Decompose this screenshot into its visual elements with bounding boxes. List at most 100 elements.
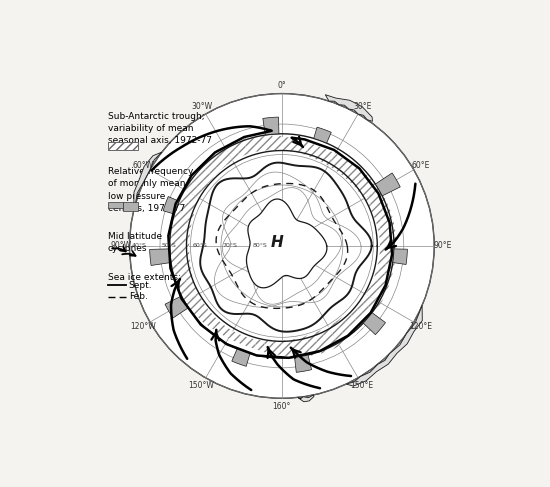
Text: 60°E: 60°E bbox=[412, 161, 430, 170]
Polygon shape bbox=[298, 395, 314, 402]
Text: 90°E: 90°E bbox=[433, 242, 452, 250]
Polygon shape bbox=[254, 339, 265, 351]
Polygon shape bbox=[172, 270, 194, 285]
Polygon shape bbox=[379, 246, 396, 256]
Text: Relative frequency
of monthly mean
low pressure
centers, 1972-77: Relative frequency of monthly mean low p… bbox=[108, 167, 193, 213]
Polygon shape bbox=[282, 340, 292, 356]
Polygon shape bbox=[365, 286, 386, 303]
Polygon shape bbox=[245, 337, 257, 349]
Polygon shape bbox=[342, 163, 359, 180]
Polygon shape bbox=[360, 294, 381, 312]
Polygon shape bbox=[393, 249, 408, 264]
Polygon shape bbox=[290, 139, 300, 152]
Polygon shape bbox=[328, 322, 348, 346]
Polygon shape bbox=[355, 300, 376, 320]
Text: Feb.: Feb. bbox=[129, 292, 148, 301]
Polygon shape bbox=[197, 309, 213, 324]
Polygon shape bbox=[272, 341, 282, 355]
Polygon shape bbox=[169, 216, 192, 230]
Polygon shape bbox=[216, 146, 233, 166]
Polygon shape bbox=[185, 294, 203, 310]
Polygon shape bbox=[379, 236, 396, 246]
Text: 0°: 0° bbox=[278, 81, 286, 90]
Text: 50°S: 50°S bbox=[162, 244, 177, 248]
Polygon shape bbox=[314, 330, 331, 354]
Text: 40°S: 40°S bbox=[131, 244, 146, 248]
Text: Sept.: Sept. bbox=[129, 281, 152, 290]
Polygon shape bbox=[168, 246, 189, 256]
Polygon shape bbox=[188, 172, 208, 191]
Polygon shape bbox=[183, 180, 204, 198]
Text: 90°W: 90°W bbox=[111, 242, 132, 250]
Polygon shape bbox=[263, 340, 273, 353]
Circle shape bbox=[130, 94, 434, 398]
Polygon shape bbox=[306, 143, 318, 158]
Polygon shape bbox=[168, 254, 190, 266]
Polygon shape bbox=[224, 141, 240, 161]
Polygon shape bbox=[178, 189, 200, 206]
Polygon shape bbox=[346, 305, 422, 386]
Polygon shape bbox=[150, 249, 171, 265]
Polygon shape bbox=[321, 326, 339, 351]
Polygon shape bbox=[376, 173, 400, 196]
Polygon shape bbox=[373, 271, 392, 285]
Polygon shape bbox=[359, 182, 379, 199]
Polygon shape bbox=[163, 197, 179, 214]
Polygon shape bbox=[205, 315, 219, 329]
Text: Mid latitude
cyclones: Mid latitude cyclones bbox=[108, 231, 162, 253]
Polygon shape bbox=[378, 255, 395, 266]
Text: 80°S: 80°S bbox=[253, 244, 268, 248]
Polygon shape bbox=[243, 136, 256, 154]
Polygon shape bbox=[169, 262, 191, 276]
Text: 150°W: 150°W bbox=[189, 381, 214, 390]
Text: 120°W: 120°W bbox=[130, 322, 156, 331]
Polygon shape bbox=[194, 164, 213, 184]
FancyBboxPatch shape bbox=[108, 143, 138, 150]
Polygon shape bbox=[172, 207, 194, 222]
Polygon shape bbox=[175, 279, 196, 294]
Bar bbox=[123, 203, 138, 211]
Polygon shape bbox=[263, 117, 279, 135]
Text: Sea ice extents:: Sea ice extents: bbox=[108, 273, 180, 282]
Polygon shape bbox=[237, 335, 249, 346]
Polygon shape bbox=[168, 226, 190, 238]
Polygon shape bbox=[376, 263, 394, 276]
Polygon shape bbox=[314, 146, 327, 162]
Polygon shape bbox=[298, 141, 310, 155]
Polygon shape bbox=[328, 153, 343, 170]
Polygon shape bbox=[376, 216, 394, 229]
Polygon shape bbox=[373, 207, 392, 221]
Polygon shape bbox=[342, 312, 364, 335]
Polygon shape bbox=[348, 168, 366, 186]
Polygon shape bbox=[272, 136, 282, 150]
Polygon shape bbox=[253, 135, 265, 152]
Polygon shape bbox=[290, 338, 301, 357]
Polygon shape bbox=[335, 158, 351, 175]
Polygon shape bbox=[207, 151, 226, 171]
Polygon shape bbox=[200, 157, 219, 177]
Polygon shape bbox=[369, 198, 389, 213]
Text: 60°W: 60°W bbox=[132, 161, 153, 170]
Polygon shape bbox=[354, 174, 373, 192]
Bar bbox=[108, 203, 123, 208]
Polygon shape bbox=[174, 198, 197, 214]
Polygon shape bbox=[349, 306, 370, 328]
Polygon shape bbox=[325, 94, 372, 121]
Text: 120°E: 120°E bbox=[410, 322, 432, 331]
Polygon shape bbox=[246, 199, 327, 288]
Polygon shape bbox=[365, 189, 384, 206]
Text: 150°E: 150°E bbox=[351, 381, 374, 390]
Polygon shape bbox=[168, 236, 190, 246]
Polygon shape bbox=[232, 349, 250, 366]
Text: 60°S: 60°S bbox=[192, 244, 207, 248]
Polygon shape bbox=[298, 336, 311, 357]
Polygon shape bbox=[295, 355, 312, 373]
Polygon shape bbox=[314, 127, 331, 143]
Text: H: H bbox=[271, 235, 283, 250]
Polygon shape bbox=[221, 326, 233, 338]
Polygon shape bbox=[191, 301, 208, 318]
Polygon shape bbox=[321, 150, 335, 166]
Polygon shape bbox=[336, 318, 356, 341]
Polygon shape bbox=[363, 313, 386, 335]
Polygon shape bbox=[165, 296, 188, 318]
